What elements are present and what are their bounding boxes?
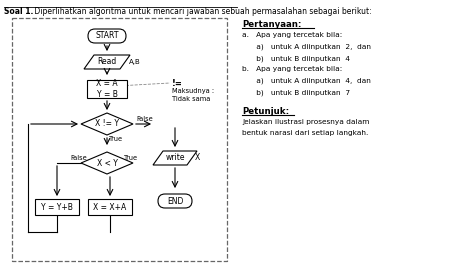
Text: a)   untuk A diinputkan  4,  dan: a) untuk A diinputkan 4, dan — [242, 78, 371, 84]
Text: Soal 1.: Soal 1. — [4, 7, 33, 16]
Text: True: True — [124, 155, 138, 161]
Text: Jelaskan ilustrasi prosesnya dalam: Jelaskan ilustrasi prosesnya dalam — [242, 119, 370, 125]
Text: X < Y: X < Y — [97, 159, 118, 167]
Text: True: True — [109, 136, 123, 142]
Text: !=: != — [172, 78, 183, 88]
FancyBboxPatch shape — [35, 199, 79, 215]
Text: START: START — [95, 32, 119, 41]
Text: X = X+A: X = X+A — [93, 202, 127, 211]
Text: Maksudnya :: Maksudnya : — [172, 88, 214, 94]
Polygon shape — [84, 55, 130, 69]
FancyBboxPatch shape — [88, 29, 126, 43]
Text: False: False — [71, 155, 87, 161]
FancyBboxPatch shape — [12, 18, 227, 261]
Text: X: X — [195, 154, 200, 163]
Text: bentuk narasi dari setiap langkah.: bentuk narasi dari setiap langkah. — [242, 131, 368, 136]
Text: False: False — [136, 116, 153, 122]
Text: Diperlihatkan algoritma untuk mencari jawaban sebuah permasalahan sebagai beriku: Diperlihatkan algoritma untuk mencari ja… — [32, 7, 372, 16]
Text: X != Y: X != Y — [95, 120, 119, 128]
Text: a)   untuk A diinputkan  2,  dan: a) untuk A diinputkan 2, dan — [242, 44, 371, 50]
Text: X = A
Y = B: X = A Y = B — [96, 79, 118, 99]
FancyBboxPatch shape — [87, 80, 127, 98]
Text: a.   Apa yang tercetak bila:: a. Apa yang tercetak bila: — [242, 32, 342, 38]
FancyBboxPatch shape — [158, 194, 192, 208]
Text: b.   Apa yang tercetak bila:: b. Apa yang tercetak bila: — [242, 66, 342, 73]
Text: Y = Y+B: Y = Y+B — [41, 202, 73, 211]
Polygon shape — [81, 113, 133, 135]
Text: END: END — [167, 197, 183, 206]
Text: b)   untuk B diinputkan  4: b) untuk B diinputkan 4 — [242, 55, 350, 61]
Text: b)   untuk B diinputkan  7: b) untuk B diinputkan 7 — [242, 89, 350, 96]
FancyBboxPatch shape — [88, 199, 132, 215]
Text: A,B: A,B — [129, 59, 141, 65]
Text: write: write — [165, 154, 185, 163]
Text: Pertanyaan:: Pertanyaan: — [242, 20, 301, 29]
Text: Tidak sama: Tidak sama — [172, 96, 210, 102]
Text: Petunjuk:: Petunjuk: — [242, 107, 289, 116]
Text: Read: Read — [97, 57, 117, 66]
Polygon shape — [153, 151, 197, 165]
Polygon shape — [81, 152, 133, 174]
